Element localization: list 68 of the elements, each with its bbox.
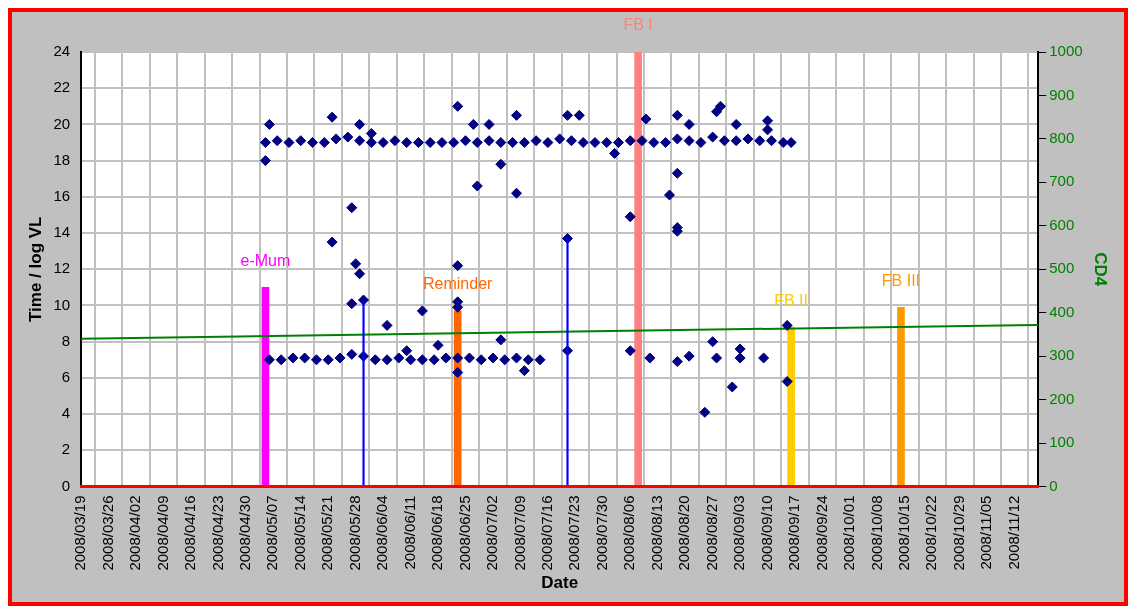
y-tick-label: 24 — [53, 42, 71, 60]
y-tick-label: 6 — [61, 368, 71, 386]
x-tick-label: 2008/04/16 — [181, 495, 199, 571]
series-label: FB III — [881, 271, 921, 289]
x-tick-label: 2008/06/11 — [400, 495, 418, 570]
x-tick-label: 2008/10/15 — [895, 495, 912, 571]
y2-tick-label: 100 — [1049, 433, 1075, 451]
y-tick-label: 12 — [53, 259, 71, 277]
x-tick-label: 2008/08/06 — [620, 495, 638, 571]
x-tick-label: 2008/07/30 — [592, 495, 610, 571]
y-tick-label: 4 — [61, 404, 71, 422]
y2-tick-label: 1000 — [1049, 42, 1083, 60]
y2-tick-label: 0 — [1049, 476, 1058, 494]
y2-tick-label: 700 — [1049, 172, 1075, 190]
x-tick-label: 2008/04/09 — [153, 495, 171, 571]
x-tick-label: 2008/07/02 — [483, 495, 501, 571]
x-tick-label: 2008/07/09 — [510, 495, 528, 571]
y-tick-label: 8 — [61, 331, 71, 349]
y2-tick-label: 600 — [1049, 215, 1075, 233]
y2-tick-label: 400 — [1049, 302, 1075, 320]
x-tick-label: 2008/09/03 — [730, 495, 748, 571]
bar — [897, 306, 905, 486]
y-tick-label: 2 — [61, 440, 71, 458]
x-tick-label: 2008/04/30 — [235, 495, 253, 571]
series-label: FB II — [774, 291, 808, 309]
x-axis-title: Date — [541, 573, 579, 593]
series-label: e-Mum — [240, 251, 291, 269]
y-tick-label: 14 — [53, 223, 71, 241]
x-tick-label: 2008/05/14 — [290, 495, 308, 571]
y-tick-label: 10 — [53, 295, 71, 313]
x-tick-label: 2008/10/22 — [922, 495, 940, 571]
y2-axis-title: CD4 — [1091, 252, 1111, 287]
x-tick-label: 2008/10/29 — [949, 495, 967, 571]
series-label: FB I — [623, 16, 653, 34]
x-tick-label: 2008/09/17 — [785, 495, 803, 571]
x-tick-label: 2008/04/02 — [126, 495, 144, 571]
x-tick-label: 2008/07/23 — [565, 495, 583, 571]
y2-tick-label: 800 — [1049, 129, 1075, 147]
x-tick-label: 2008/05/07 — [263, 495, 281, 571]
x-tick-label: 2008/06/04 — [373, 495, 391, 571]
x-tick-label: 2008/05/21 — [318, 495, 336, 571]
y-tick-label: 20 — [53, 114, 71, 132]
y-tick-label: 16 — [53, 186, 71, 204]
x-tick-label: 2008/03/19 — [71, 495, 89, 571]
y-axis-title: Time / log VL — [25, 216, 45, 323]
y2-tick-label: 900 — [1049, 85, 1075, 103]
x-tick-label: 2008/08/27 — [702, 495, 720, 571]
y2-tick-label: 300 — [1049, 346, 1075, 364]
y2-tick-label: 200 — [1049, 389, 1075, 407]
x-tick-label: 2008/08/13 — [647, 495, 665, 571]
y-tick-label: 18 — [53, 150, 71, 168]
x-tick-label: 2008/08/20 — [675, 495, 693, 571]
x-tick-label: 2008/10/08 — [867, 495, 885, 571]
x-tick-label: 2008/10/01 — [840, 495, 858, 571]
x-tick-label: 2008/04/23 — [208, 495, 226, 571]
y2-tick-label: 500 — [1049, 259, 1075, 277]
x-tick-label: 2008/09/24 — [812, 495, 830, 571]
x-tick-label: 2008/03/26 — [98, 495, 116, 571]
y-tick-label: 22 — [53, 78, 71, 96]
x-tick-label: 2008/07/16 — [538, 495, 556, 571]
x-tick-label: 2008/09/10 — [757, 495, 775, 571]
x-tick-label: 2008/11/05 — [977, 495, 995, 570]
x-tick-label: 2008/11/12 — [1004, 495, 1022, 570]
series-label: Reminder — [422, 275, 494, 293]
x-tick-label: 2008/05/28 — [345, 495, 363, 571]
y-tick-label: 0 — [61, 476, 71, 494]
x-tick-label: 2008/06/18 — [428, 495, 446, 571]
x-tick-label: 2008/06/25 — [455, 495, 473, 571]
